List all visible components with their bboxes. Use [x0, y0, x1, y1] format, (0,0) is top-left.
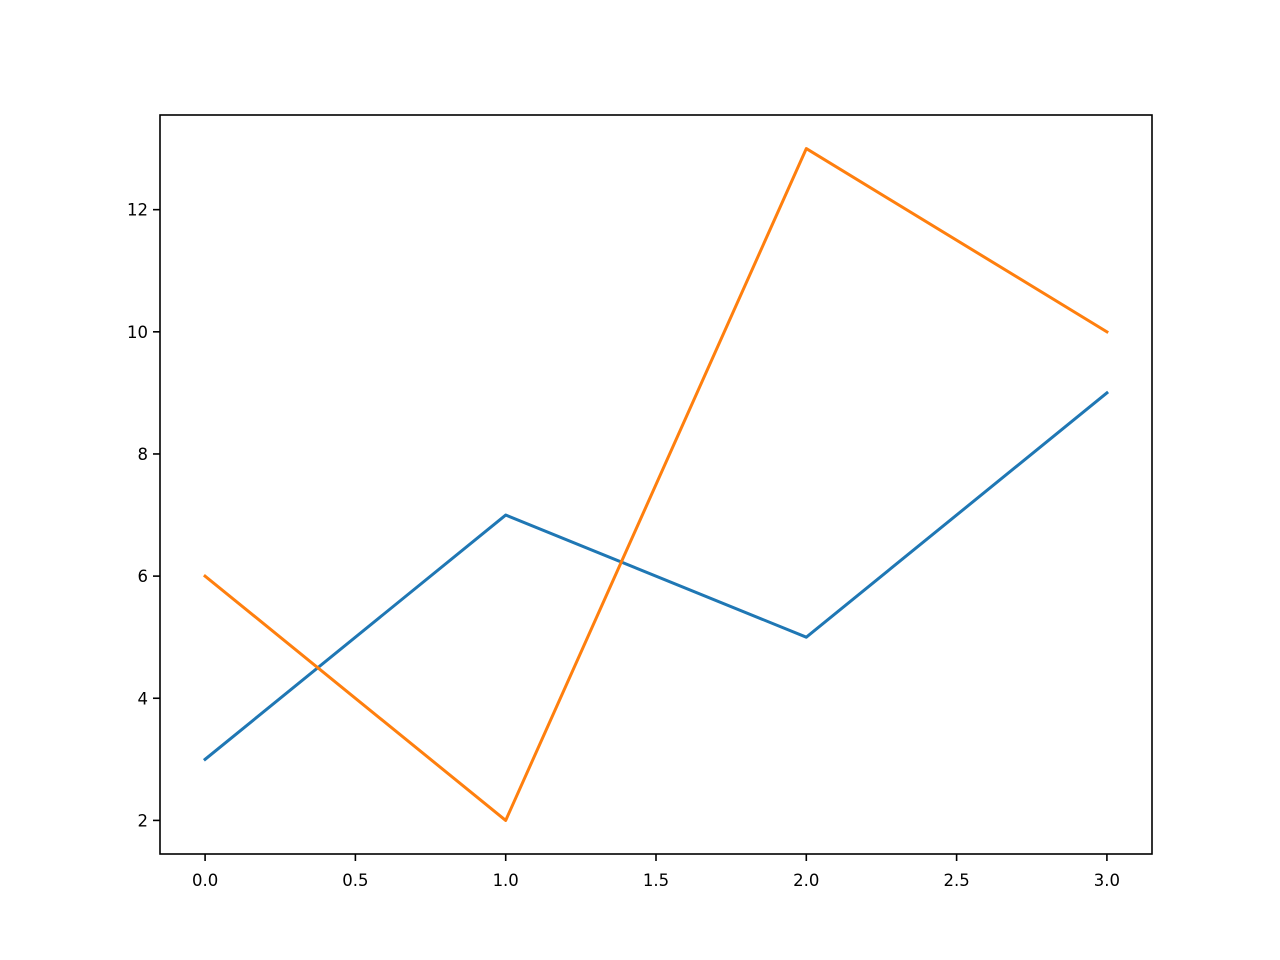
y-tick-label: 6	[138, 567, 149, 586]
y-tick-label: 4	[138, 689, 149, 708]
x-tick-label: 2.5	[943, 871, 969, 890]
plot-frame	[159, 114, 1153, 855]
series-line-1	[202, 390, 1110, 762]
series-line-2	[202, 147, 1109, 822]
x-tick-label: 2.0	[793, 871, 819, 890]
y-tick-label: 2	[138, 811, 149, 830]
y-tick-label: 12	[127, 201, 148, 220]
y-tick-label: 8	[138, 445, 149, 464]
x-tick-label: 1.0	[493, 871, 519, 890]
x-tick-label: 3.0	[1094, 871, 1120, 890]
x-tick-label: 0.5	[342, 871, 368, 890]
x-tick-label: 1.5	[643, 871, 669, 890]
y-tick-label: 10	[127, 323, 148, 342]
x-tick-label: 0.0	[192, 871, 218, 890]
